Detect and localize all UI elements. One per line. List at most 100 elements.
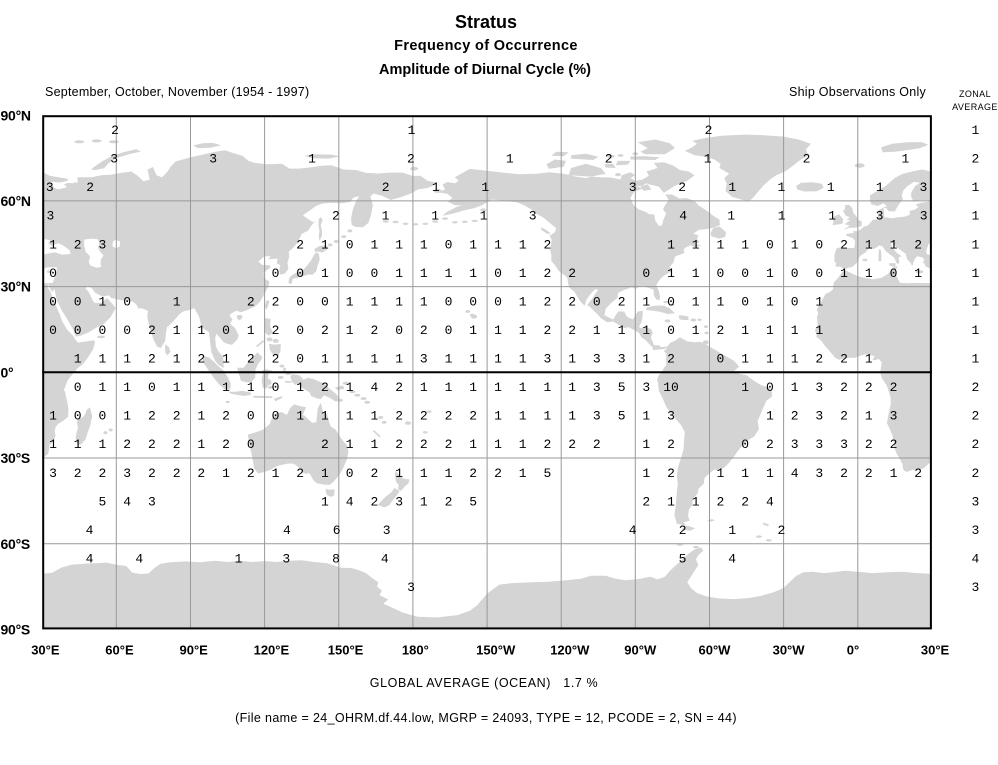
svg-text:2: 2 bbox=[791, 409, 799, 424]
svg-text:2: 2 bbox=[865, 466, 873, 481]
svg-text:1: 1 bbox=[296, 380, 304, 395]
svg-text:2: 2 bbox=[148, 323, 156, 338]
svg-text:3: 3 bbox=[395, 494, 403, 509]
svg-text:1: 1 bbox=[519, 237, 527, 252]
svg-text:1: 1 bbox=[642, 437, 650, 452]
svg-text:3: 3 bbox=[148, 494, 156, 509]
svg-text:2: 2 bbox=[445, 409, 453, 424]
svg-text:30°S: 30°S bbox=[1, 450, 31, 466]
svg-text:1: 1 bbox=[197, 437, 205, 452]
svg-text:5: 5 bbox=[98, 494, 106, 509]
svg-text:1: 1 bbox=[420, 494, 428, 509]
svg-text:2: 2 bbox=[148, 466, 156, 481]
svg-text:2: 2 bbox=[678, 180, 686, 195]
svg-text:0: 0 bbox=[247, 437, 255, 452]
svg-text:1: 1 bbox=[123, 352, 131, 367]
svg-text:AVERAGE: AVERAGE bbox=[952, 102, 998, 112]
svg-text:5: 5 bbox=[543, 466, 551, 481]
svg-text:4: 4 bbox=[728, 552, 736, 567]
svg-text:90°S: 90°S bbox=[1, 622, 31, 638]
svg-text:1: 1 bbox=[480, 209, 488, 224]
svg-text:5: 5 bbox=[618, 380, 626, 395]
svg-text:1: 1 bbox=[741, 380, 749, 395]
svg-text:1: 1 bbox=[971, 266, 979, 281]
svg-text:2: 2 bbox=[247, 294, 255, 309]
svg-text:1: 1 bbox=[971, 237, 979, 252]
svg-text:1: 1 bbox=[692, 294, 700, 309]
svg-text:2: 2 bbox=[296, 237, 304, 252]
svg-text:1: 1 bbox=[431, 209, 439, 224]
svg-text:1: 1 bbox=[308, 152, 316, 167]
svg-text:60°E: 60°E bbox=[105, 643, 134, 658]
svg-text:2: 2 bbox=[395, 409, 403, 424]
svg-text:0: 0 bbox=[741, 294, 749, 309]
svg-text:0: 0 bbox=[766, 380, 774, 395]
svg-text:2: 2 bbox=[543, 294, 551, 309]
svg-text:1: 1 bbox=[716, 237, 724, 252]
svg-text:1: 1 bbox=[618, 323, 626, 338]
svg-text:2: 2 bbox=[840, 466, 848, 481]
svg-text:1: 1 bbox=[98, 352, 106, 367]
svg-text:4: 4 bbox=[971, 552, 979, 567]
svg-text:1: 1 bbox=[420, 237, 428, 252]
svg-text:2: 2 bbox=[766, 437, 774, 452]
svg-text:90°E: 90°E bbox=[180, 643, 209, 658]
svg-text:1: 1 bbox=[766, 352, 774, 367]
svg-text:1: 1 bbox=[49, 237, 57, 252]
svg-text:1: 1 bbox=[222, 352, 230, 367]
svg-text:2: 2 bbox=[890, 437, 898, 452]
svg-text:2: 2 bbox=[321, 323, 329, 338]
svg-text:0: 0 bbox=[346, 237, 354, 252]
svg-text:1: 1 bbox=[346, 352, 354, 367]
svg-text:1: 1 bbox=[420, 466, 428, 481]
svg-text:3: 3 bbox=[593, 352, 601, 367]
svg-text:0: 0 bbox=[49, 294, 57, 309]
svg-text:0: 0 bbox=[49, 266, 57, 281]
svg-text:2: 2 bbox=[370, 323, 378, 338]
svg-text:8: 8 bbox=[332, 552, 340, 567]
svg-text:1: 1 bbox=[382, 209, 390, 224]
svg-text:1: 1 bbox=[123, 409, 131, 424]
svg-text:1: 1 bbox=[395, 237, 403, 252]
svg-text:2: 2 bbox=[890, 380, 898, 395]
svg-text:4: 4 bbox=[791, 466, 799, 481]
svg-text:1: 1 bbox=[568, 409, 576, 424]
svg-text:1: 1 bbox=[222, 466, 230, 481]
svg-text:1: 1 bbox=[568, 352, 576, 367]
svg-text:3: 3 bbox=[890, 409, 898, 424]
svg-text:1: 1 bbox=[321, 466, 329, 481]
svg-text:4: 4 bbox=[679, 209, 687, 224]
svg-text:30°N: 30°N bbox=[1, 279, 31, 295]
svg-text:1: 1 bbox=[321, 237, 329, 252]
svg-text:0: 0 bbox=[741, 266, 749, 281]
svg-text:0: 0 bbox=[741, 437, 749, 452]
svg-text:2: 2 bbox=[642, 494, 650, 509]
svg-text:1: 1 bbox=[395, 266, 403, 281]
svg-text:1: 1 bbox=[321, 266, 329, 281]
svg-text:1: 1 bbox=[370, 352, 378, 367]
svg-text:1: 1 bbox=[716, 466, 724, 481]
svg-text:5: 5 bbox=[469, 494, 477, 509]
svg-text:5: 5 bbox=[679, 552, 687, 567]
svg-text:1: 1 bbox=[971, 323, 979, 338]
svg-text:1: 1 bbox=[890, 237, 898, 252]
svg-text:ZONAL: ZONAL bbox=[959, 89, 991, 99]
svg-text:1: 1 bbox=[741, 323, 749, 338]
svg-text:1: 1 bbox=[481, 180, 489, 195]
svg-text:2: 2 bbox=[74, 466, 82, 481]
svg-text:3: 3 bbox=[876, 209, 884, 224]
svg-text:1: 1 bbox=[49, 409, 57, 424]
svg-text:2: 2 bbox=[568, 266, 576, 281]
svg-text:1: 1 bbox=[840, 266, 848, 281]
svg-text:0: 0 bbox=[296, 266, 304, 281]
svg-text:30°E: 30°E bbox=[31, 643, 60, 658]
svg-text:5: 5 bbox=[618, 409, 626, 424]
svg-text:2: 2 bbox=[705, 123, 713, 138]
svg-text:1: 1 bbox=[519, 352, 527, 367]
svg-text:1: 1 bbox=[494, 437, 502, 452]
svg-text:2: 2 bbox=[840, 352, 848, 367]
svg-text:1: 1 bbox=[469, 323, 477, 338]
svg-text:1: 1 bbox=[445, 380, 453, 395]
svg-text:2: 2 bbox=[494, 466, 502, 481]
svg-text:3: 3 bbox=[383, 523, 391, 538]
